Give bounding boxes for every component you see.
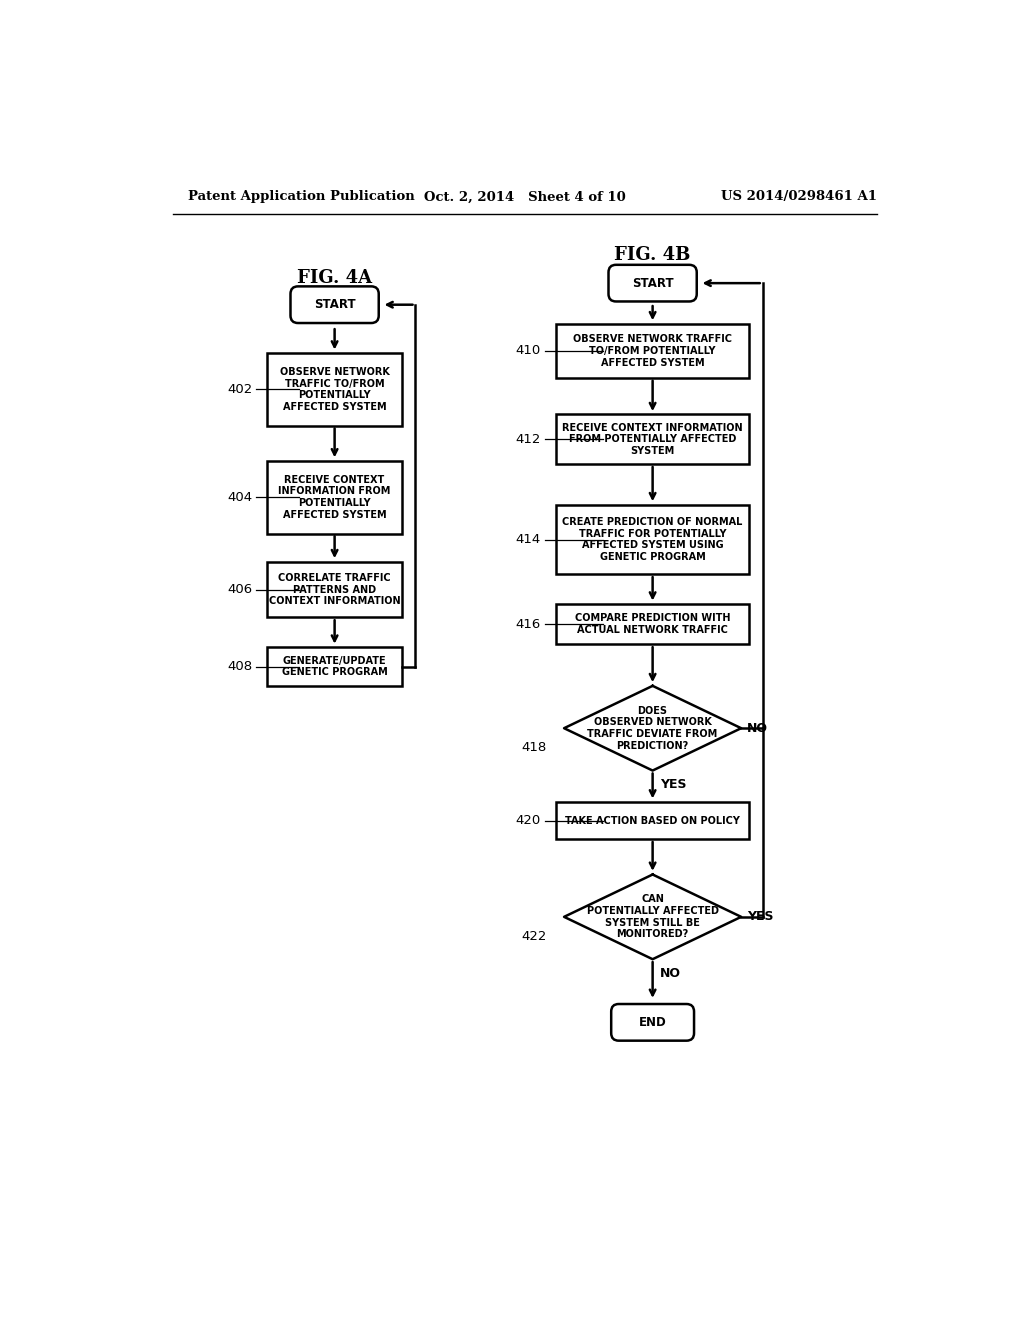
Text: Patent Application Publication: Patent Application Publication: [188, 190, 415, 203]
FancyBboxPatch shape: [556, 414, 749, 465]
Text: START: START: [313, 298, 355, 312]
FancyBboxPatch shape: [291, 286, 379, 323]
Polygon shape: [564, 875, 741, 960]
FancyBboxPatch shape: [267, 352, 402, 426]
Text: TAKE ACTION BASED ON POLICY: TAKE ACTION BASED ON POLICY: [565, 816, 740, 825]
Text: OBSERVE NETWORK
TRAFFIC TO/FROM
POTENTIALLY
AFFECTED SYSTEM: OBSERVE NETWORK TRAFFIC TO/FROM POTENTIA…: [280, 367, 389, 412]
FancyBboxPatch shape: [556, 506, 749, 574]
Text: 422: 422: [521, 929, 547, 942]
Text: OBSERVE NETWORK TRAFFIC
TO/FROM POTENTIALLY
AFFECTED SYSTEM: OBSERVE NETWORK TRAFFIC TO/FROM POTENTIA…: [573, 334, 732, 367]
FancyBboxPatch shape: [267, 461, 402, 533]
Text: END: END: [639, 1016, 667, 1028]
Text: US 2014/0298461 A1: US 2014/0298461 A1: [722, 190, 878, 203]
Text: COMPARE PREDICTION WITH
ACTUAL NETWORK TRAFFIC: COMPARE PREDICTION WITH ACTUAL NETWORK T…: [574, 614, 730, 635]
FancyBboxPatch shape: [556, 605, 749, 644]
FancyBboxPatch shape: [267, 647, 402, 686]
Text: 420: 420: [516, 814, 541, 828]
Text: 412: 412: [516, 433, 541, 446]
Text: FIG. 4B: FIG. 4B: [614, 246, 691, 264]
Text: NO: NO: [660, 966, 681, 979]
FancyBboxPatch shape: [611, 1005, 694, 1040]
Text: 418: 418: [521, 741, 547, 754]
Text: CAN
POTENTIALLY AFFECTED
SYSTEM STILL BE
MONITORED?: CAN POTENTIALLY AFFECTED SYSTEM STILL BE…: [587, 895, 719, 940]
Text: 416: 416: [516, 618, 541, 631]
Polygon shape: [564, 686, 741, 771]
Text: Oct. 2, 2014   Sheet 4 of 10: Oct. 2, 2014 Sheet 4 of 10: [424, 190, 626, 203]
Text: CREATE PREDICTION OF NORMAL
TRAFFIC FOR POTENTIALLY
AFFECTED SYSTEM USING
GENETI: CREATE PREDICTION OF NORMAL TRAFFIC FOR …: [562, 517, 742, 562]
Text: RECEIVE CONTEXT INFORMATION
FROM POTENTIALLY AFFECTED
SYSTEM: RECEIVE CONTEXT INFORMATION FROM POTENTI…: [562, 422, 743, 455]
Text: 408: 408: [227, 660, 252, 673]
Text: NO: NO: [748, 722, 768, 735]
Text: YES: YES: [748, 911, 774, 924]
Text: 402: 402: [227, 383, 252, 396]
FancyBboxPatch shape: [556, 803, 749, 840]
Text: 410: 410: [516, 345, 541, 358]
FancyBboxPatch shape: [556, 323, 749, 378]
Text: RECEIVE CONTEXT
INFORMATION FROM
POTENTIALLY
AFFECTED SYSTEM: RECEIVE CONTEXT INFORMATION FROM POTENTI…: [279, 475, 391, 520]
Text: GENERATE/UPDATE
GENETIC PROGRAM: GENERATE/UPDATE GENETIC PROGRAM: [282, 656, 387, 677]
FancyBboxPatch shape: [608, 265, 696, 301]
Text: 406: 406: [227, 583, 252, 597]
Text: YES: YES: [660, 777, 687, 791]
FancyBboxPatch shape: [267, 562, 402, 618]
Text: CORRELATE TRAFFIC
PATTERNS AND
CONTEXT INFORMATION: CORRELATE TRAFFIC PATTERNS AND CONTEXT I…: [268, 573, 400, 606]
Text: START: START: [632, 277, 674, 289]
Text: 404: 404: [227, 491, 252, 504]
Text: FIG. 4A: FIG. 4A: [297, 269, 372, 286]
Text: 414: 414: [516, 533, 541, 546]
Text: DOES
OBSERVED NETWORK
TRAFFIC DEVIATE FROM
PREDICTION?: DOES OBSERVED NETWORK TRAFFIC DEVIATE FR…: [588, 706, 718, 751]
